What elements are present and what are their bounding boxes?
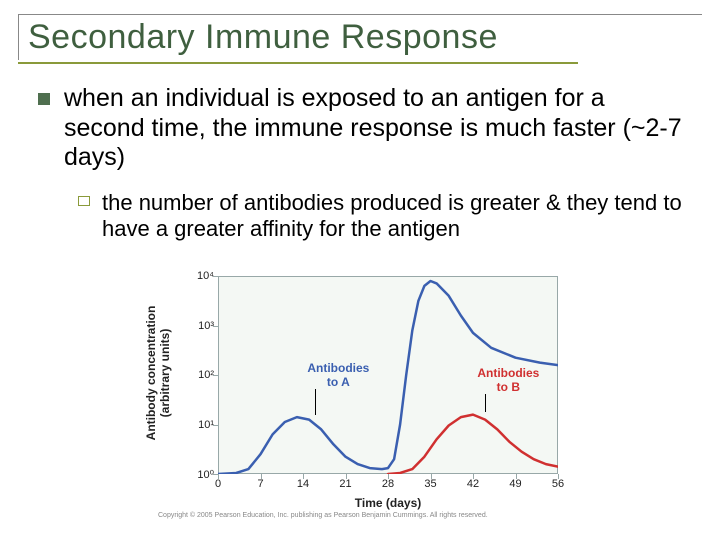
antibody-chart: Antibody concentration(arbitrary units) …: [158, 268, 578, 522]
chart-y-tick: 10²: [184, 369, 214, 381]
chart-x-tick: 7: [251, 478, 271, 490]
bullet-text: when an individual is exposed to an anti…: [64, 84, 690, 173]
title-underline: [18, 62, 578, 64]
bullet-primary: when an individual is exposed to an anti…: [38, 84, 690, 173]
chart-y-tickmark: [213, 375, 218, 376]
chart-x-tickmark: [516, 474, 517, 479]
chart-x-tickmark: [431, 474, 432, 479]
chart-series-label: Antibodiesto A: [303, 361, 373, 389]
chart-y-tickmark: [213, 276, 218, 277]
chart-x-tick: 14: [293, 478, 313, 490]
chart-y-tickmark: [213, 425, 218, 426]
chart-x-tickmark: [218, 474, 219, 479]
chart-y-tick: 10³: [184, 320, 214, 332]
bullet-secondary: the number of antibodies produced is gre…: [78, 190, 690, 243]
chart-x-tick: 21: [336, 478, 356, 490]
chart-x-tickmark: [346, 474, 347, 479]
chart-x-tickmark: [303, 474, 304, 479]
chart-series-line: [388, 415, 558, 474]
chart-leader-line: [485, 394, 486, 412]
page-title: Secondary Immune Response: [28, 18, 498, 57]
chart-x-tickmark: [558, 474, 559, 479]
square-bullet-icon: [38, 93, 50, 105]
chart-x-tickmark: [473, 474, 474, 479]
header-rule-left: [18, 14, 19, 60]
chart-y-label: Antibody concentration(arbitrary units): [144, 273, 172, 473]
chart-x-label: Time (days): [218, 496, 558, 510]
square-open-bullet-icon: [78, 196, 90, 206]
chart-x-tick: 42: [463, 478, 483, 490]
chart-y-tick: 10⁴: [184, 270, 214, 282]
chart-y-tickmark: [213, 326, 218, 327]
header-rule-top: [18, 14, 702, 15]
chart-x-tick: 56: [548, 478, 568, 490]
sub-bullet-text: the number of antibodies produced is gre…: [102, 190, 690, 243]
chart-x-tick: 35: [421, 478, 441, 490]
chart-copyright: Copyright © 2005 Pearson Education, Inc.…: [158, 512, 488, 519]
chart-y-tick: 10¹: [184, 419, 214, 431]
chart-x-tickmark: [261, 474, 262, 479]
chart-x-tick: 28: [378, 478, 398, 490]
chart-series-label: Antibodiesto B: [473, 366, 543, 394]
chart-leader-line: [315, 389, 316, 415]
chart-x-tick: 0: [208, 478, 228, 490]
chart-x-tick: 49: [506, 478, 526, 490]
chart-x-tickmark: [388, 474, 389, 479]
